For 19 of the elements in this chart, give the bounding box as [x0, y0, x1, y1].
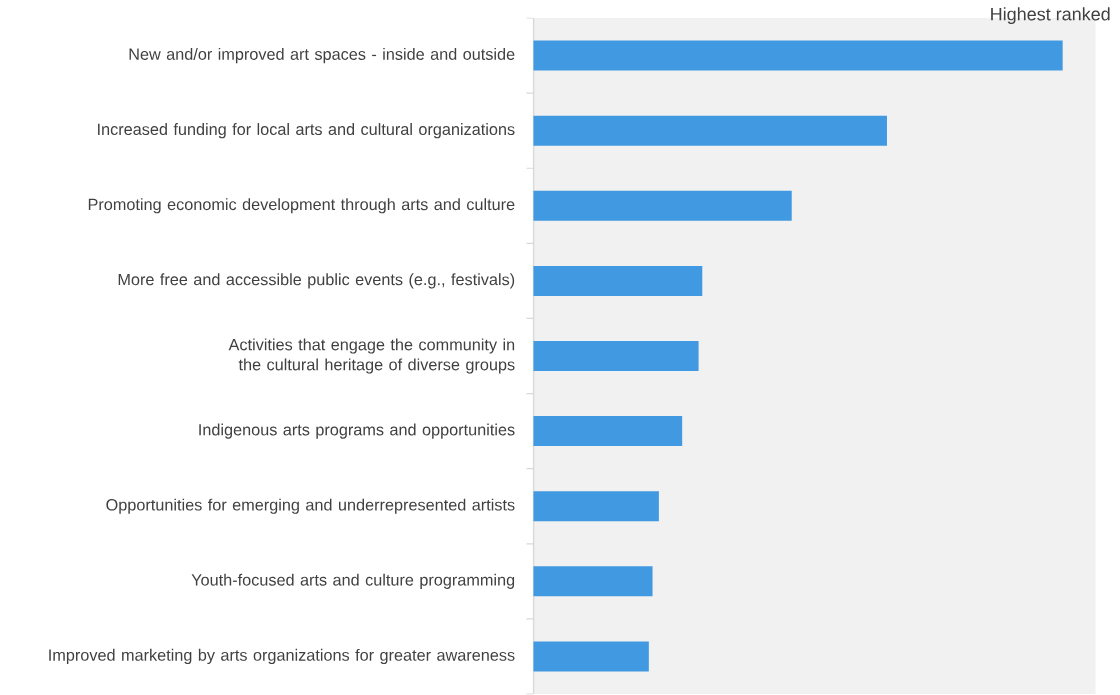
- bar: [533, 491, 659, 522]
- bar: [533, 115, 887, 146]
- y-tick-label: New and/or improved art spaces - inside and outside: [129, 48, 515, 64]
- y-tick-label: Youth-focused arts and culture programming: [191, 573, 515, 590]
- bar: [533, 40, 1063, 71]
- y-tick-label: Improved marketing by arts organizations for greater awareness: [49, 648, 515, 665]
- y-tick-label: Indigenous arts programs and opportunities: [199, 423, 515, 439]
- bar: [533, 265, 703, 296]
- bar: [533, 641, 649, 672]
- y-tick-label: Activities that engage the community in the cultural heritage of diverse groups: [228, 338, 515, 374]
- y-tick-label: Increased funding for local arts and cultural organizations: [98, 123, 515, 139]
- y-tick-label: Promoting economic development through arts and culture: [88, 198, 515, 214]
- y-tick-label: Opportunities for emerging and underrepresented artists: [106, 498, 515, 514]
- bar: [533, 416, 683, 447]
- bar: [533, 566, 653, 597]
- annotation: Highest ranked: [991, 7, 1110, 25]
- y-tick-label: More free and accessible public events (e.g., festivals): [118, 273, 515, 289]
- bar: [533, 190, 792, 221]
- bar: [533, 341, 699, 372]
